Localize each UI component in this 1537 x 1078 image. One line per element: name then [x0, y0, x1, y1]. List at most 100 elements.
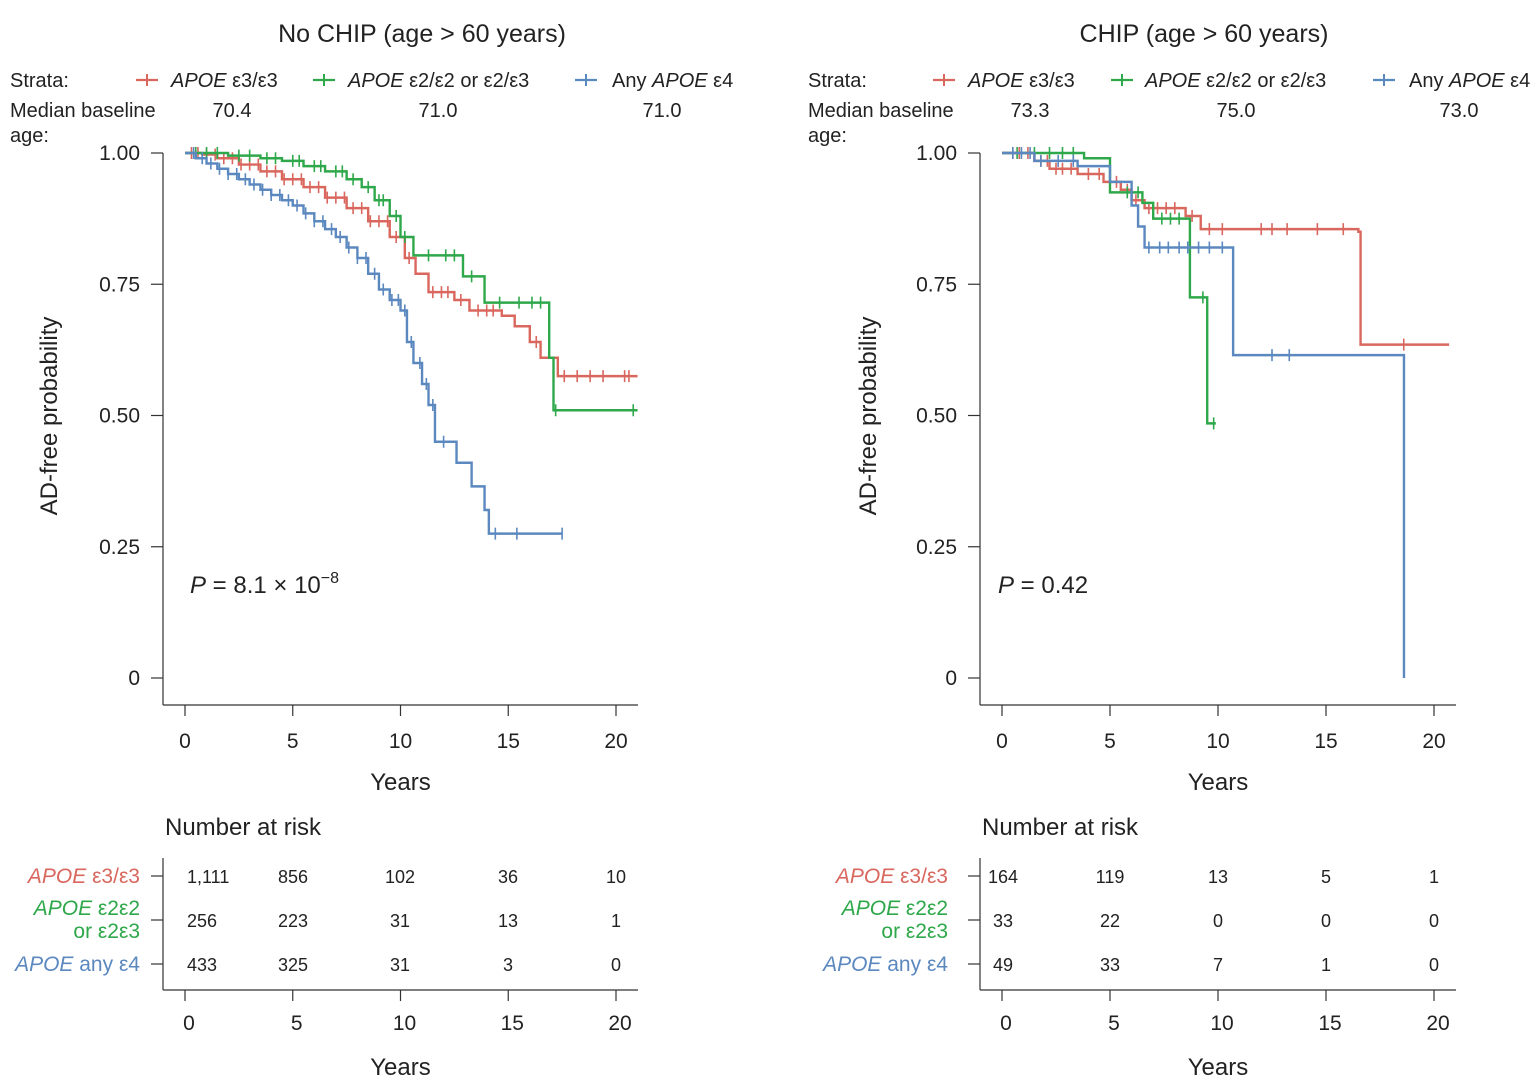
legend-entry: APOE ε3/ε3	[170, 70, 278, 92]
x-tick-label: 5	[287, 730, 299, 753]
risk-value: 31	[390, 955, 410, 975]
risk-x-tick-label: 0	[183, 1012, 195, 1035]
y-tick-label: 0	[945, 667, 957, 690]
x-tick-label: 15	[497, 730, 520, 753]
x-tick-label: 15	[1314, 730, 1337, 753]
median-age-label-2: age:	[10, 125, 49, 147]
y-tick-label: 0.25	[916, 536, 957, 559]
y-tick-label: 0.50	[916, 405, 957, 428]
x-tick-label: 5	[1104, 730, 1116, 753]
risk-value: 13	[498, 911, 518, 931]
p-value: P = 8.1 × 10−8	[190, 570, 339, 599]
risk-row-label: APOE any ε4	[821, 953, 948, 976]
risk-value: 0	[1213, 911, 1223, 931]
strata-label: Strata:	[10, 70, 69, 92]
risk-value: 256	[187, 911, 217, 931]
risk-value: 325	[278, 955, 308, 975]
survival-curve-e4	[1002, 151, 1406, 678]
curves	[1002, 147, 1450, 678]
strata-label: Strata:	[808, 70, 867, 92]
risk-value: 13	[1208, 867, 1228, 887]
risk-table-title: Number at risk	[982, 814, 1139, 841]
risk-value: 856	[278, 867, 308, 887]
median-age-label: Median baseline	[808, 100, 954, 122]
risk-value: 0	[611, 955, 621, 975]
x-axis-label: Years	[370, 769, 431, 796]
risk-x-tick-label: 15	[1318, 1012, 1341, 1035]
risk-x-axis-label: Years	[1188, 1054, 1249, 1078]
y-tick-label: 1.00	[99, 142, 140, 165]
median-age-value: 75.0	[1217, 100, 1256, 122]
survival-curve-e4	[185, 151, 563, 535]
legend-entry: APOE ε3/ε3	[967, 70, 1075, 92]
survival-curve-e2	[185, 151, 638, 412]
x-tick-label: 20	[604, 730, 627, 753]
risk-x-tick-label: 10	[393, 1012, 416, 1035]
survival-curve-e3e3	[185, 151, 638, 378]
x-tick-label: 0	[179, 730, 191, 753]
risk-table-title: Number at risk	[165, 814, 322, 841]
survival-curve-e3e3	[1002, 151, 1450, 346]
risk-x-tick-label: 10	[1210, 1012, 1233, 1035]
curves	[185, 147, 638, 540]
risk-value: 33	[993, 911, 1013, 931]
median-age-label: Median baseline	[10, 100, 156, 122]
risk-x-tick-label: 15	[501, 1012, 524, 1035]
panel-chip: CHIP (age > 60 years)Strata: APOE ε3/ε373…	[808, 20, 1530, 1078]
risk-value: 102	[385, 867, 415, 887]
x-axis-label: Years	[1188, 769, 1249, 796]
median-age-value: 73.3	[1011, 100, 1050, 122]
risk-row-label-2: or ε2ε3	[881, 920, 948, 943]
risk-x-tick-label: 20	[1426, 1012, 1449, 1035]
y-tick-label: 0	[128, 667, 140, 690]
risk-value: 1,111	[187, 867, 229, 887]
panel-no-chip: No CHIP (age > 60 years) Strata: APOE ε3/ε…	[10, 20, 733, 1078]
chart-title: No CHIP (age > 60 years)	[278, 20, 566, 48]
risk-value: 119	[1096, 867, 1125, 887]
risk-value: 0	[1429, 911, 1439, 931]
risk-value: 22	[1100, 911, 1120, 931]
risk-value: 164	[988, 867, 1018, 887]
x-tick-label: 10	[1206, 730, 1229, 753]
y-tick-label: 1.00	[916, 142, 957, 165]
p-value: P = 0.42	[998, 572, 1088, 599]
risk-value: 0	[1429, 955, 1439, 975]
legend-entry: APOE ε2/ε2 or ε2/ε3	[1144, 70, 1326, 92]
median-age-value: 71.0	[643, 100, 682, 122]
median-age-value: 70.4	[213, 100, 252, 122]
risk-value: 5	[1321, 867, 1331, 887]
risk-row-label: APOE ε2ε2	[32, 897, 140, 920]
x-tick-label: 10	[389, 730, 412, 753]
median-age-label-2: age:	[808, 125, 847, 147]
risk-row-label: APOE ε2ε2	[840, 897, 948, 920]
y-tick-label: 0.75	[99, 273, 140, 296]
risk-x-tick-label: 5	[1108, 1012, 1120, 1035]
chart-title: CHIP (age > 60 years)	[1080, 20, 1329, 48]
median-age-value: 73.0	[1440, 100, 1479, 122]
risk-value: 10	[606, 867, 626, 887]
x-tick-label: 0	[996, 730, 1008, 753]
risk-value: 0	[1321, 911, 1331, 931]
risk-value: 1	[1321, 955, 1331, 975]
y-axis-label: AD-free probability	[36, 317, 63, 516]
risk-row-label: APOE ε3/ε3	[26, 865, 140, 888]
risk-value: 7	[1213, 955, 1223, 975]
legend-entry: Any APOE ε4	[612, 70, 733, 92]
risk-row-label: APOE ε3/ε3	[834, 865, 948, 888]
x-tick-label: 20	[1422, 730, 1445, 753]
risk-value: 1	[1429, 867, 1439, 887]
survival-curve-e2	[1002, 151, 1216, 425]
risk-value: 433	[187, 955, 217, 975]
risk-row-label-2: or ε2ε3	[73, 920, 140, 943]
risk-row-label: APOE any ε4	[13, 953, 140, 976]
risk-value: 3	[503, 955, 513, 975]
risk-x-axis-label: Years	[370, 1054, 431, 1078]
risk-x-tick-label: 20	[608, 1012, 631, 1035]
y-axis-label: AD-free probability	[855, 317, 882, 516]
y-tick-label: 0.25	[99, 536, 140, 559]
legend-entry: APOE ε2/ε2 or ε2/ε3	[347, 70, 529, 92]
risk-value: 223	[278, 911, 308, 931]
risk-value: 31	[390, 911, 410, 931]
risk-value: 1	[611, 911, 621, 931]
